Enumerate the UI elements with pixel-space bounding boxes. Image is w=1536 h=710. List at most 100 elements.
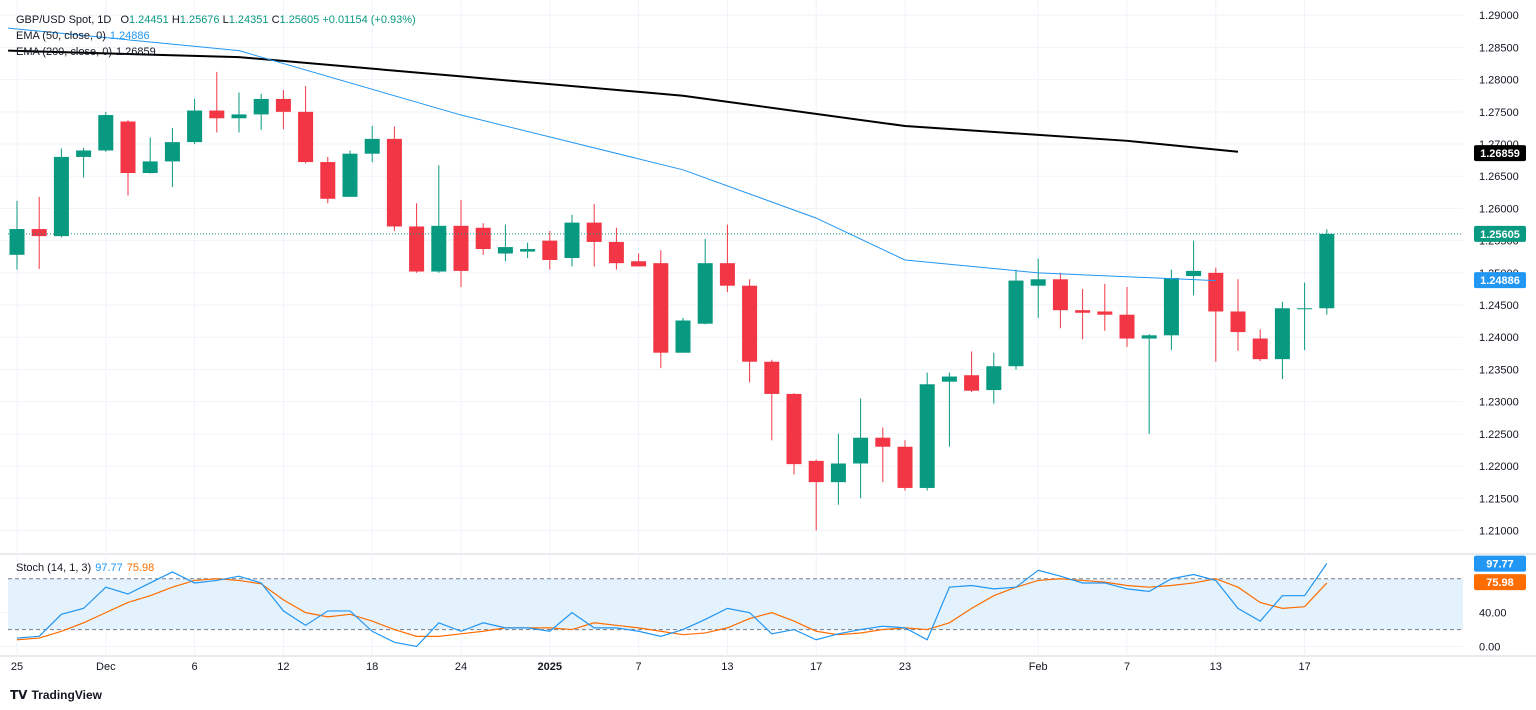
candle-up: [431, 225, 447, 272]
candle-up: [1186, 270, 1202, 277]
price-tick-label: 1.23500: [1479, 364, 1519, 376]
candle-down: [653, 263, 669, 353]
time-tick-label: 24: [455, 661, 467, 673]
price-tick-label: 1.23000: [1479, 397, 1519, 409]
time-tick-label: 18: [366, 661, 378, 673]
candle-down: [764, 361, 780, 394]
candle-down: [875, 437, 891, 447]
symbol-legend: GBP/USD Spot, 1D O1.24451 H1.25676 L1.24…: [16, 13, 416, 27]
ema200-badge-bg: [1474, 145, 1526, 162]
candle-down: [897, 446, 913, 488]
candle-up: [231, 114, 247, 119]
candle-down: [631, 261, 647, 267]
candle-down: [586, 222, 602, 242]
ema200-value: 1.26859: [116, 46, 156, 58]
brand-name: TradingView: [31, 688, 102, 702]
candle-down: [409, 226, 425, 272]
tradingview-brand[interactable]: 𝗧𝗩 TradingView: [10, 688, 102, 702]
candle-up: [1141, 335, 1157, 339]
stoch-k-badge: 97.77: [1486, 559, 1514, 571]
last-price-badge-bg: [1474, 225, 1526, 242]
close-label: C: [271, 14, 280, 26]
price-tick-label: 1.28000: [1479, 75, 1519, 87]
candle-up: [675, 320, 691, 353]
price-tick-label: 1.27500: [1479, 107, 1519, 119]
candle-up: [1297, 308, 1313, 310]
change-value: +0.01154 (+0.93%): [322, 14, 416, 26]
price-tick-label: 1.22000: [1479, 461, 1519, 473]
time-tick-label: 6: [192, 661, 198, 673]
low-label: L: [222, 14, 229, 26]
candle-down: [320, 162, 336, 199]
stoch-legend[interactable]: Stoch (14, 1, 3) 97.77 75.98: [16, 561, 154, 575]
candle-up: [520, 249, 536, 252]
candle-down: [298, 111, 314, 163]
low-value: 1.24351: [228, 14, 269, 26]
price-gridlines: [0, 14, 1536, 657]
candle-up: [342, 153, 358, 197]
candle-down: [542, 240, 558, 260]
time-axis: 25 Dec 6 12 18 24 2025 7 13 17 23 Feb 7 13 17: [11, 661, 1311, 673]
high-value: 1.25676: [179, 14, 220, 26]
time-tick-label: 12: [277, 661, 289, 673]
candle-down: [742, 285, 758, 362]
price-tick-label: 1.21000: [1479, 525, 1519, 537]
candle-up: [98, 115, 114, 151]
candlestick-series: [9, 71, 1335, 531]
candle-down: [1119, 314, 1135, 339]
last-price-badge: 1.25605: [1480, 229, 1520, 241]
time-tick-label: 7: [1124, 661, 1130, 673]
ohlc-values: O1.24451 H1.25676 L1.24351 C1.25605 +0.0…: [120, 14, 415, 26]
candle-down: [453, 225, 469, 271]
price-tick-label: 1.28500: [1479, 42, 1519, 54]
candle-down: [808, 460, 824, 483]
stoch-d-badge: 75.98: [1486, 577, 1514, 589]
ema50-label: EMA (50, close, 0): [16, 30, 106, 42]
stoch-k-line: [16, 563, 1328, 648]
ema200-line: [8, 49, 1239, 153]
candle-up: [142, 161, 158, 174]
price-tick-label: 1.24000: [1479, 332, 1519, 344]
candle-up: [1274, 308, 1290, 360]
ema50-legend[interactable]: EMA (50, close, 0) 1.24886: [16, 29, 150, 43]
time-tick-label: 7: [636, 661, 642, 673]
candle-up: [53, 156, 69, 237]
ema200-legend[interactable]: EMA (200, close, 0) 1.26859: [16, 45, 156, 59]
candle-up: [1030, 279, 1046, 286]
candle-down: [475, 227, 491, 250]
candle-up: [564, 222, 580, 259]
candle-up: [364, 138, 380, 154]
candle-up: [253, 98, 269, 115]
candle-down: [1075, 310, 1091, 313]
candle-down: [386, 138, 402, 227]
candle-down: [275, 98, 291, 112]
ema200-badge: 1.26859: [1480, 148, 1520, 160]
candle-down: [964, 375, 980, 391]
candle-up: [941, 376, 957, 382]
candle-up: [187, 110, 203, 143]
candle-down: [1052, 279, 1068, 311]
open-label: O: [120, 14, 129, 26]
candle-up: [853, 437, 869, 464]
candle-down: [786, 393, 802, 465]
price-tick-label: 1.24500: [1479, 300, 1519, 312]
candle-up: [697, 263, 713, 324]
candle-down: [1230, 311, 1246, 333]
candle-up: [986, 366, 1002, 391]
ema-lines: [8, 27, 1463, 282]
candle-up: [830, 463, 846, 483]
candle-up: [1319, 233, 1335, 309]
time-tick-label: 13: [721, 661, 733, 673]
ema50-badge-bg: [1474, 272, 1526, 289]
price-tick-label: 1.29000: [1479, 10, 1519, 22]
time-tick-label: 13: [1210, 661, 1222, 673]
price-badges: 1.26859 1.25605 1.24886 97.77 75.98: [1474, 145, 1526, 591]
stoch-label: Stoch (14, 1, 3): [16, 562, 92, 574]
candle-up: [497, 247, 513, 254]
ema50-line: [8, 27, 1216, 282]
stoch-pane: [8, 563, 1463, 648]
time-tick-label: 17: [810, 661, 822, 673]
time-tick-label: Feb: [1029, 661, 1048, 673]
time-tick-label: 17: [1298, 661, 1310, 673]
ema200-label: EMA (200, close, 0): [16, 46, 112, 58]
